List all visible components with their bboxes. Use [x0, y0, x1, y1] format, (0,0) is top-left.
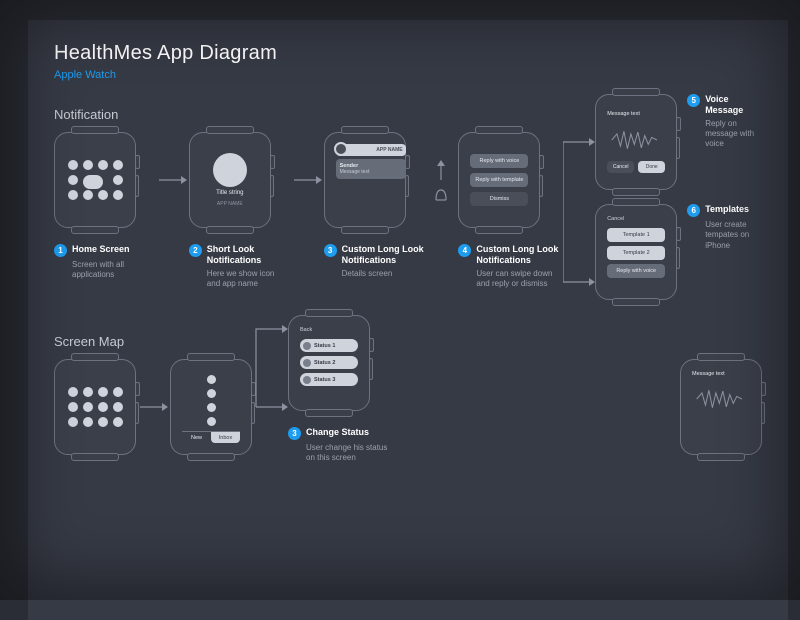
- app-name-label: APP NAME: [376, 147, 402, 153]
- avatar-icon: [334, 142, 348, 156]
- status-3-row[interactable]: Status 3: [300, 373, 358, 386]
- waveform-icon: [692, 382, 750, 416]
- step-title: Voice Message: [705, 94, 762, 116]
- notif-body: Sender Message text: [336, 159, 406, 179]
- step-number: 3: [324, 244, 337, 257]
- step-voice: Message text Cancel Done 5 Voice Message: [595, 94, 762, 190]
- screenmap-flow-row: New Inbox Back Status 1 Status 2: [54, 359, 762, 464]
- dismiss-button[interactable]: Dismiss: [470, 192, 528, 206]
- step-title: Custom Long Look Notifications: [342, 244, 425, 266]
- section-heading-screenmap: Screen Map: [54, 334, 762, 349]
- step-number: 1: [54, 244, 67, 257]
- reply-voice-button[interactable]: Reply with voice: [607, 264, 665, 278]
- back-label[interactable]: Back: [300, 327, 312, 333]
- cancel-label[interactable]: Cancel: [607, 216, 624, 222]
- watch-voice: Message text Cancel Done: [595, 94, 677, 190]
- arrow-icon: [136, 359, 170, 455]
- page-title: HealthMes App Diagram: [54, 42, 762, 65]
- watch-long-look: APP NAME Sender Message text: [324, 132, 406, 228]
- message-text-label: Message text: [692, 371, 725, 377]
- app-grid-icon: [66, 144, 124, 216]
- template-2-button[interactable]: Template 2: [607, 246, 665, 260]
- step-title: Templates: [705, 204, 749, 215]
- step-number: 2: [189, 244, 202, 257]
- step-number: 4: [458, 244, 471, 257]
- step-title: Home Screen: [72, 244, 130, 255]
- tab-new[interactable]: New: [182, 431, 211, 443]
- status-1-row[interactable]: Status 1: [300, 339, 358, 352]
- watch-message: Message text: [680, 359, 762, 455]
- waveform-icon: [607, 123, 665, 157]
- sm-step-home: [54, 359, 136, 455]
- cancel-button[interactable]: Cancel: [607, 161, 634, 173]
- swipe-gesture-icon: [424, 132, 458, 228]
- watch-crown: [135, 155, 140, 169]
- step-desc: Screen with all applications: [72, 260, 155, 281]
- step-desc: User change his status on this screen: [306, 443, 398, 464]
- branch-arrow-icon: [563, 132, 595, 300]
- watch-side-button: [135, 175, 139, 197]
- list-dots-icon: [182, 371, 240, 426]
- branch-arrow-icon: [252, 359, 288, 455]
- page-subtitle: Apple Watch: [54, 69, 762, 81]
- step-desc: Details screen: [342, 269, 425, 279]
- branch-stack: Message text Cancel Done 5 Voice Message: [595, 132, 762, 300]
- step-desc: User create tempates on iPhone: [705, 220, 762, 251]
- status-2-row[interactable]: Status 2: [300, 356, 358, 369]
- notification-flow-row: 1 Home Screen Screen with all applicatio…: [54, 132, 762, 300]
- watch-short-look: Title string APP NAME: [189, 132, 271, 228]
- step-long-look: APP NAME Sender Message text 3 Custom Lo…: [324, 132, 425, 279]
- sm-step-inbox: New Inbox: [170, 359, 252, 455]
- step-title: Short Look Notifications: [207, 244, 290, 266]
- watch-status: Back Status 1 Status 2 Status 3: [288, 315, 370, 411]
- app-name-label: APP NAME: [217, 201, 243, 208]
- app-icon-circle: [213, 153, 247, 187]
- step-title: Change Status: [306, 427, 369, 438]
- step-number: 3: [288, 427, 301, 440]
- message-text-label: Message text: [607, 111, 640, 117]
- sm-step-status: Back Status 1 Status 2 Status 3 3 Change…: [288, 315, 398, 464]
- reply-voice-button[interactable]: Reply with voice: [470, 154, 528, 168]
- step-desc: User can swipe down and reply or dismiss: [476, 269, 559, 290]
- step-templates: Cancel Template 1 Template 2 Reply with …: [595, 204, 762, 300]
- step-desc: Reply on message with voice: [705, 119, 762, 150]
- watch-home: [54, 132, 136, 228]
- diagram-sheet: HealthMes App Diagram Apple Watch Notifi…: [28, 20, 788, 620]
- step-title: Custom Long Look Notifications: [476, 244, 559, 266]
- template-1-button[interactable]: Template 1: [607, 228, 665, 242]
- step-desc: Here we show icon and app name: [207, 269, 290, 290]
- step-short-look: Title string APP NAME 2 Short Look Notif…: [189, 132, 290, 289]
- app-grid-icon: [66, 371, 124, 443]
- watch-templates: Cancel Template 1 Template 2 Reply with …: [595, 204, 677, 300]
- step-number: 6: [687, 204, 700, 217]
- arrow-icon: [155, 132, 189, 228]
- step-number: 5: [687, 94, 700, 107]
- arrow-icon: [290, 132, 324, 228]
- step-reply-options: Reply with voice Reply with template Dis…: [458, 132, 559, 289]
- sm-step-message: Message text: [680, 359, 762, 455]
- watch-inbox: New Inbox: [170, 359, 252, 455]
- tab-inbox[interactable]: Inbox: [211, 431, 240, 443]
- watch-home: [54, 359, 136, 455]
- title-string-label: Title string: [216, 190, 243, 198]
- step-home: 1 Home Screen Screen with all applicatio…: [54, 132, 155, 281]
- message-text-label: Message text: [340, 169, 402, 175]
- watch-reply-options: Reply with voice Reply with template Dis…: [458, 132, 540, 228]
- reply-template-button[interactable]: Reply with template: [470, 173, 528, 187]
- done-button[interactable]: Done: [638, 161, 665, 173]
